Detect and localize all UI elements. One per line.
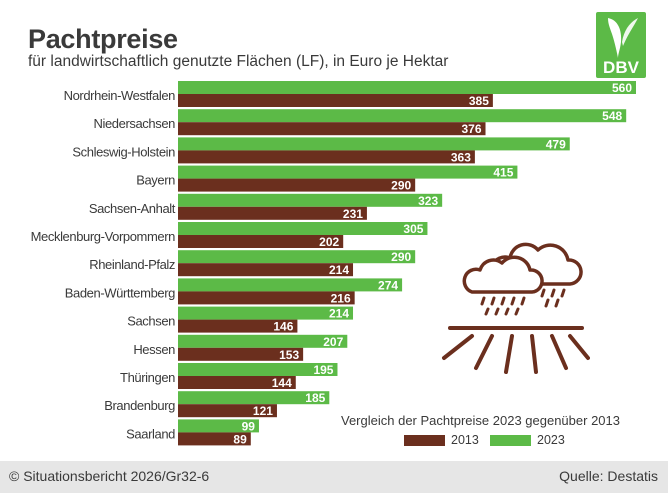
bar-2013-saarland	[178, 432, 251, 446]
value-label-2013-schleswig-holstein: 363	[451, 150, 471, 164]
value-label-2023-baden-w-rttemberg: 274	[378, 278, 398, 292]
category-label-sachsen-anhalt: Sachsen-Anhalt	[89, 201, 176, 216]
value-label-2023-th-ringen: 195	[313, 363, 333, 377]
value-label-2023-brandenburg: 185	[305, 391, 325, 405]
category-label-niedersachsen: Niedersachsen	[93, 116, 175, 131]
category-label-bayern: Bayern	[136, 173, 175, 188]
bar-2023-baden-w-rttemberg	[178, 278, 403, 292]
value-label-2013-hessen: 153	[279, 348, 299, 362]
legend-swatch-2013	[404, 434, 445, 446]
category-label-mecklenburg-vorpommern: Mecklenburg-Vorpommern	[31, 229, 176, 244]
bar-2023-nordrhein-westfalen	[178, 81, 636, 94]
rain-field-icon	[442, 242, 590, 374]
footer-bar: © Situationsbericht 2026/Gr32-6 Quelle: …	[0, 461, 668, 493]
bar-2013-mecklenburg-vorpommern	[178, 235, 344, 248]
bar-2013-nordrhein-westfalen	[178, 94, 493, 107]
legend-title: Vergleich der Pachtpreise 2023 gegenüber…	[341, 413, 620, 428]
value-label-2023-rheinland-pfalz: 290	[391, 250, 411, 264]
category-label-sachsen: Sachsen	[127, 314, 175, 329]
bar-2013-sachsen-anhalt	[178, 206, 367, 220]
bar-2023-mecklenburg-vorpommern	[178, 222, 428, 235]
chart-title: Pachtpreise	[28, 24, 178, 54]
category-label-saarland: Saarland	[126, 426, 175, 441]
bar-2023-bayern	[178, 165, 518, 179]
copyright-text: © Situationsbericht 2026/Gr32-6	[9, 468, 210, 484]
legend-item-2023: 2023	[490, 433, 565, 447]
value-label-2023-nordrhein-westfalen: 560	[612, 81, 632, 95]
bar-chart: Nordrhein-Westfalen 560 385 Niedersachsen 54…	[31, 81, 636, 446]
bar-2013-bayern	[178, 178, 416, 192]
value-label-2023-hessen: 207	[323, 335, 343, 349]
value-label-2013-brandenburg: 121	[253, 404, 273, 418]
value-label-2013-niedersachsen: 376	[461, 122, 481, 136]
value-label-2013-rheinland-pfalz: 214	[329, 263, 349, 277]
bar-2023-schleswig-holstein	[178, 137, 570, 151]
bar-2023-niedersachsen	[178, 109, 627, 123]
bar-2023-sachsen-anhalt	[178, 193, 443, 207]
category-label-rheinland-pfalz: Rheinland-Pfalz	[89, 257, 175, 272]
category-label-nordrhein-westfalen: Nordrhein-Westfalen	[64, 88, 176, 103]
bar-2013-sachsen	[178, 319, 298, 333]
category-label-hessen: Hessen	[133, 342, 175, 357]
value-label-2023-mecklenburg-vorpommern: 305	[403, 222, 423, 236]
value-label-2023-niedersachsen: 548	[602, 109, 622, 123]
value-label-2013-sachsen: 146	[273, 320, 293, 334]
value-label-2023-sachsen: 214	[329, 307, 349, 321]
value-label-2013-baden-w-rttemberg: 216	[331, 291, 351, 305]
bar-2023-th-ringen	[178, 363, 338, 376]
dbv-logo: DBV	[596, 12, 646, 78]
value-label-2013-nordrhein-westfalen: 385	[469, 94, 489, 108]
legend-label-2023: 2023	[537, 433, 565, 447]
value-label-2023-bayern: 415	[493, 166, 513, 180]
value-label-2013-saarland: 89	[233, 432, 247, 446]
value-label-2023-saarland: 99	[242, 419, 256, 433]
bar-2013-niedersachsen	[178, 122, 486, 136]
value-label-2023-sachsen-anhalt: 323	[418, 194, 438, 208]
value-label-2013-th-ringen: 144	[272, 376, 292, 390]
value-label-2013-bayern: 290	[391, 179, 411, 193]
value-label-2013-mecklenburg-vorpommern: 202	[319, 235, 339, 249]
category-label-baden-w-rttemberg: Baden-Württemberg	[65, 285, 175, 300]
bar-2013-hessen	[178, 347, 304, 361]
legend-item-2013: 2013	[404, 433, 479, 447]
bar-2013-rheinland-pfalz	[178, 263, 354, 277]
bar-2013-th-ringen	[178, 376, 296, 389]
value-label-2013-sachsen-anhalt: 231	[343, 207, 363, 221]
legend-label-2013: 2013	[451, 433, 479, 447]
bar-2013-brandenburg	[178, 404, 277, 418]
bar-2023-hessen	[178, 334, 348, 348]
bar-2023-saarland	[178, 419, 259, 433]
bar-2013-baden-w-rttemberg	[178, 291, 355, 305]
value-label-2023-schleswig-holstein: 479	[546, 137, 566, 151]
chart-subtitle: für landwirtschaftlich genutzte Flächen …	[28, 53, 449, 70]
category-label-th-ringen: Thüringen	[120, 370, 175, 385]
category-label-brandenburg: Brandenburg	[104, 398, 175, 413]
bar-2023-brandenburg	[178, 391, 330, 405]
legend-swatch-2023	[490, 434, 531, 446]
category-label-schleswig-holstein: Schleswig-Holstein	[72, 144, 175, 159]
bar-2023-sachsen	[178, 306, 354, 320]
bar-2013-schleswig-holstein	[178, 150, 475, 164]
source-text: Quelle: Destatis	[559, 468, 658, 484]
logo-text: DBV	[603, 58, 640, 77]
bar-2023-rheinland-pfalz	[178, 250, 416, 264]
